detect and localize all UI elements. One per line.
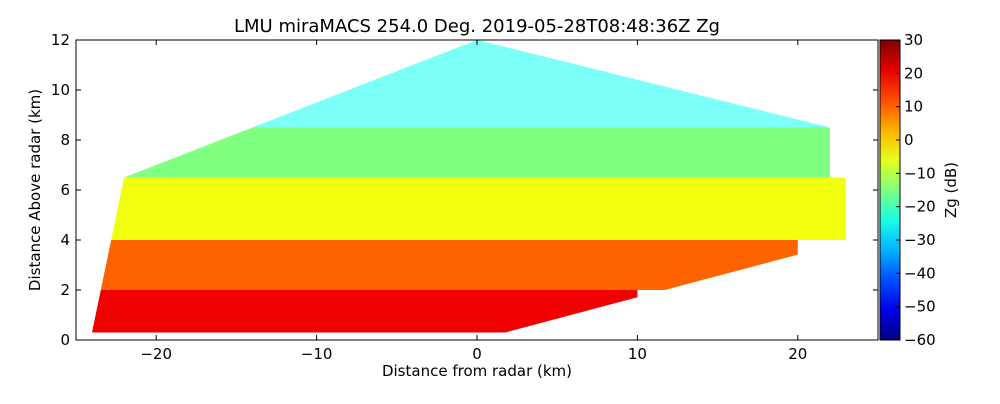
x-axis-ticks: −20 −10 0 10 20: [140, 40, 807, 363]
colorbar-tick-label: −30: [904, 231, 936, 249]
y-tick-label: 10: [51, 81, 70, 99]
colorbar-tick-label: −20: [904, 198, 936, 216]
x-tick-label: −20: [140, 345, 172, 363]
reflectivity-region: [92, 240, 798, 290]
y-tick-label: 6: [60, 181, 70, 199]
y-axis-label: Distance Above radar (km): [26, 89, 44, 291]
y-axis-ticks: 0 2 4 6 8 10 12: [51, 31, 878, 349]
x-tick-label: 0: [472, 345, 482, 363]
y-tick-label: 4: [60, 231, 70, 249]
y-tick-label: 12: [51, 31, 70, 49]
reflectivity-region: [92, 177, 846, 240]
y-tick-label: 8: [60, 131, 70, 149]
x-axis-label: Distance from radar (km): [382, 362, 572, 380]
colorbar-tick-label: 30: [904, 31, 923, 49]
reflectivity-region: [124, 127, 830, 178]
colorbar-tick-label: 0: [904, 131, 914, 149]
colorbar-tick-label: −10: [904, 164, 936, 182]
x-tick-label: −10: [301, 345, 333, 363]
x-tick-label: 20: [788, 345, 807, 363]
colorbar-tick-label: −60: [904, 331, 936, 349]
colorbar-label: Zg (dB): [942, 162, 960, 218]
colorbar-tick-label: −50: [904, 298, 936, 316]
chart-title: LMU miraMACS 254.0 Deg. 2019-05-28T08:48…: [234, 16, 720, 37]
colorbar-gradient: [879, 39, 901, 341]
colorbar: 30 20 10 0 −10 −20 −30 −40 −50 −60: [879, 31, 936, 349]
y-tick-label: 2: [60, 281, 70, 299]
colorbar-tick-label: 20: [904, 64, 923, 82]
colorbar-tick-label: 10: [904, 98, 923, 116]
x-tick-label: 10: [628, 345, 647, 363]
colorbar-tick-label: −40: [904, 264, 936, 282]
plot-area: [75, 39, 879, 341]
y-tick-label: 0: [60, 331, 70, 349]
